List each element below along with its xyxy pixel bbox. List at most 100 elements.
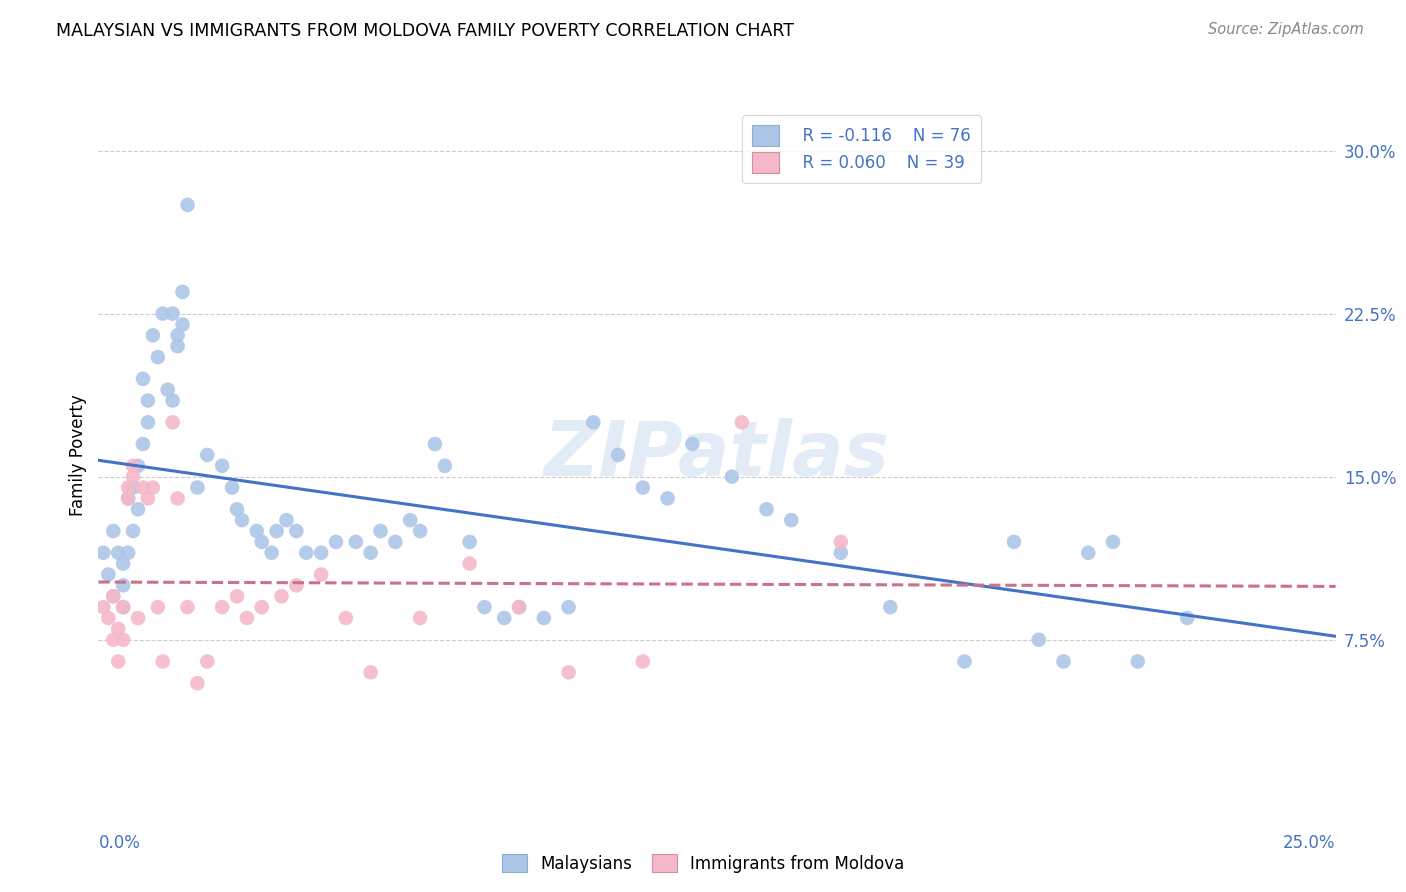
Point [508,600,530,615]
Point [399,513,422,527]
Point [226,589,249,603]
Point [1126,655,1149,669]
Point [195,655,218,669]
Point [186,676,208,690]
Point [122,469,145,483]
Point [142,481,165,495]
Point [132,481,155,495]
Point [309,546,332,560]
Point [156,383,179,397]
Point [266,524,288,538]
Point [360,665,382,680]
Legend:   R = -0.116    N = 76,   R = 0.060    N = 39: R = -0.116 N = 76, R = 0.060 N = 39 [742,115,981,183]
Point [132,437,155,451]
Point [103,589,125,603]
Point [681,437,703,451]
Point [246,524,269,538]
Point [112,600,135,615]
Point [250,600,273,615]
Point [780,513,803,527]
Point [384,535,406,549]
Point [1102,535,1125,549]
Text: 0.0%: 0.0% [98,834,141,852]
Point [162,307,184,321]
Point [325,535,347,549]
Point [285,524,308,538]
Point [236,611,259,625]
Point [557,600,579,615]
Point [162,393,184,408]
Point [250,535,273,549]
Point [433,458,456,473]
Point [103,632,125,647]
Point [112,557,135,571]
Point [136,491,159,506]
Point [103,589,125,603]
Point [107,655,129,669]
Point [146,600,169,615]
Point [176,600,198,615]
Y-axis label: Family Poverty: Family Poverty [69,394,87,516]
Point [657,491,679,506]
Point [142,328,165,343]
Point [112,578,135,592]
Point [631,655,654,669]
Point [1052,655,1074,669]
Point [721,469,744,483]
Point [97,611,120,625]
Point [211,600,233,615]
Point [309,567,332,582]
Point [166,339,188,353]
Point [335,611,357,625]
Point [136,393,159,408]
Point [1028,632,1050,647]
Point [117,481,139,495]
Point [166,328,188,343]
Point [755,502,778,516]
Point [1002,535,1025,549]
Point [107,622,129,636]
Point [260,546,283,560]
Point [830,546,852,560]
Point [631,481,654,495]
Point [557,665,579,680]
Point [172,285,194,299]
Legend: Malaysians, Immigrants from Moldova: Malaysians, Immigrants from Moldova [495,847,911,880]
Point [607,448,630,462]
Point [146,350,169,364]
Point [953,655,976,669]
Point [176,198,198,212]
Text: Source: ZipAtlas.com: Source: ZipAtlas.com [1208,22,1364,37]
Point [508,600,530,615]
Point [409,524,432,538]
Point [360,546,382,560]
Point [1175,611,1198,625]
Text: ZIPatlas: ZIPatlas [544,418,890,491]
Point [127,458,149,473]
Point [226,502,249,516]
Point [276,513,298,527]
Point [195,448,218,462]
Point [117,546,139,560]
Point [122,481,145,495]
Point [458,535,481,549]
Point [295,546,318,560]
Point [409,611,432,625]
Point [117,491,139,506]
Point [830,535,852,549]
Point [132,372,155,386]
Point [370,524,392,538]
Point [731,415,754,429]
Point [122,524,145,538]
Point [474,600,496,615]
Point [231,513,253,527]
Point [166,491,188,506]
Point [344,535,367,549]
Point [533,611,555,625]
Point [112,600,135,615]
Point [152,655,174,669]
Point [136,415,159,429]
Point [423,437,446,451]
Point [127,502,149,516]
Point [879,600,901,615]
